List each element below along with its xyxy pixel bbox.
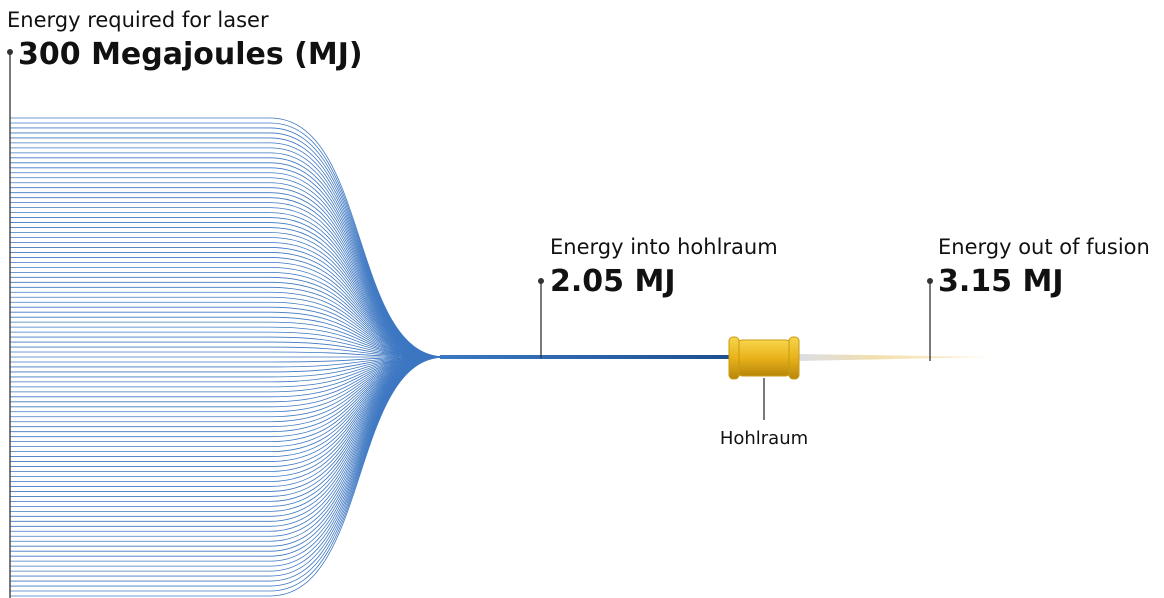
- value: 2.05 MJ: [550, 264, 675, 299]
- laser-beams: [10, 118, 445, 596]
- label: Energy required for laser: [7, 8, 269, 32]
- label: Hohlraum: [720, 428, 808, 449]
- value: 3.15 MJ: [938, 264, 1063, 299]
- fusion-output: [796, 354, 995, 361]
- diagram: Energy required for laser 300 Megajoules…: [0, 0, 1164, 598]
- dots: [7, 49, 933, 284]
- value: 300 Megajoules (MJ): [18, 37, 363, 72]
- label: Energy out of fusion: [938, 235, 1150, 259]
- beam-line: [10, 357, 445, 541]
- combined-beam: [440, 355, 732, 359]
- hohlraum-icon: [729, 337, 799, 379]
- beam-line: [10, 173, 445, 357]
- label: Energy into hohlraum: [550, 235, 778, 259]
